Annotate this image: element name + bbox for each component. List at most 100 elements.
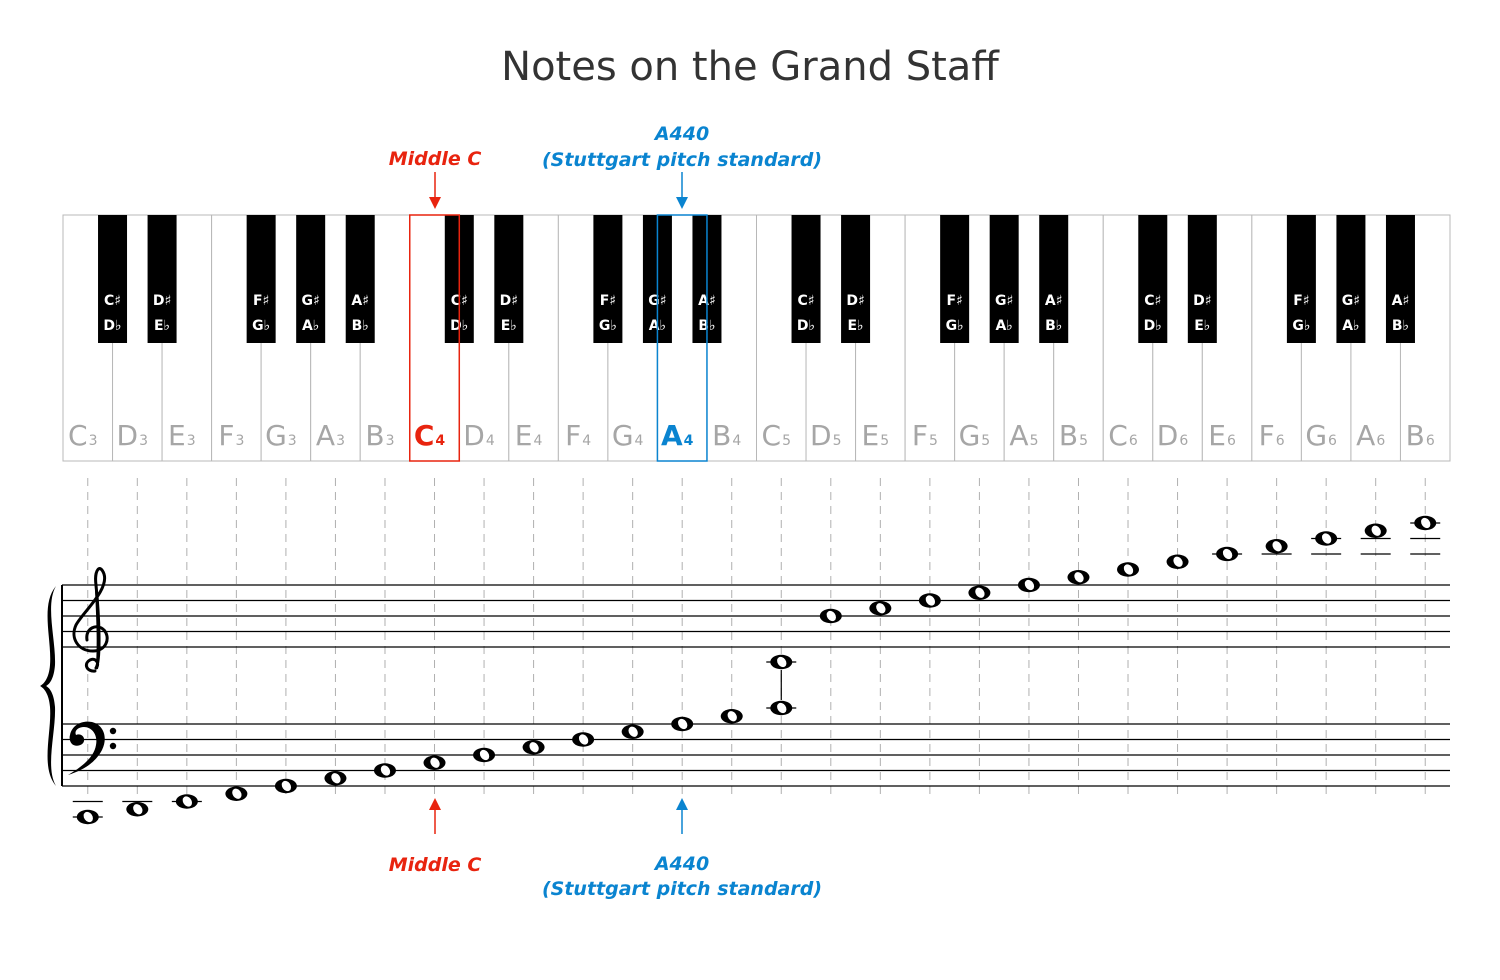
black-key-dsharp3[interactable]: D♯ E♭ bbox=[147, 215, 177, 343]
arrow-up-icon bbox=[429, 798, 441, 810]
black-key-dsharp4[interactable]: D♯ E♭ bbox=[494, 215, 524, 343]
black-key-dsharp5[interactable]: D♯ E♭ bbox=[841, 215, 871, 343]
black-key-flat-label: G♭ bbox=[252, 318, 270, 334]
black-key-flat-label: B♭ bbox=[1045, 318, 1062, 334]
black-key-flat-label: B♭ bbox=[1392, 318, 1409, 334]
white-key-label: C4 bbox=[414, 419, 446, 452]
white-key-label: F3 bbox=[218, 419, 244, 452]
black-key-flat-label: D♭ bbox=[797, 318, 815, 334]
black-key-sharp-label: F♯ bbox=[946, 293, 962, 309]
middle-c-label: Middle C bbox=[389, 148, 482, 170]
piano-keyboard: C3 D3 E3 F3 G3 A3 B3 C4 D4 E4 F4 G4 A4 B4 C5 D5 E5 F5 G5 A5… bbox=[62, 214, 1451, 462]
black-key-flat-label: G♭ bbox=[946, 318, 964, 334]
black-key-flat-label: E♭ bbox=[501, 318, 517, 334]
note-d3 bbox=[126, 802, 149, 817]
note-e4 bbox=[522, 740, 545, 755]
black-key-flat-label: A♭ bbox=[302, 318, 319, 334]
black-key-sharp-label: D♯ bbox=[1193, 293, 1211, 309]
black-key-sharp-label: F♯ bbox=[1293, 293, 1309, 309]
black-key-sharp-label: C♯ bbox=[104, 293, 121, 309]
black-key-asharp5[interactable]: A♯ B♭ bbox=[1039, 215, 1069, 343]
note-e6 bbox=[1216, 546, 1239, 562]
black-key-sharp-label: G♯ bbox=[302, 293, 320, 309]
note-f4 bbox=[572, 732, 595, 747]
black-key-fsharp6[interactable]: F♯ G♭ bbox=[1286, 215, 1316, 343]
black-key-sharp-label: D♯ bbox=[153, 293, 171, 309]
black-key-fsharp5[interactable]: F♯ G♭ bbox=[940, 215, 970, 343]
note-a3 bbox=[324, 771, 347, 786]
black-key-flat-label: G♭ bbox=[599, 318, 617, 334]
white-key-label: C6 bbox=[1108, 419, 1138, 452]
black-key-dsharp6[interactable]: D♯ E♭ bbox=[1187, 215, 1217, 343]
treble-clef-icon bbox=[72, 567, 109, 673]
black-key-csharp3[interactable]: C♯ D♭ bbox=[98, 215, 128, 343]
note-g4 bbox=[621, 724, 644, 739]
white-key-label: F6 bbox=[1259, 419, 1285, 452]
note-c3 bbox=[76, 809, 99, 825]
black-key-gsharp3[interactable]: G♯ A♭ bbox=[296, 215, 326, 343]
a440-label: A440 bbox=[653, 123, 709, 145]
black-key-csharp6[interactable]: C♯ D♭ bbox=[1138, 215, 1168, 343]
white-key-label: G6 bbox=[1305, 419, 1337, 452]
white-key-label: F5 bbox=[912, 419, 938, 452]
white-key-label: F4 bbox=[565, 419, 591, 452]
a440-key-highlight bbox=[656, 214, 708, 462]
note-c6 bbox=[1117, 562, 1140, 577]
middle-c-label: Middle C bbox=[389, 854, 482, 876]
black-key-sharp-label: A♯ bbox=[351, 293, 369, 309]
white-key-label: G5 bbox=[959, 419, 991, 452]
white-key-label: G4 bbox=[612, 419, 644, 452]
key-guide-lines bbox=[87, 478, 1426, 795]
black-key-sharp-label: D♯ bbox=[846, 293, 864, 309]
white-key-label: D6 bbox=[1157, 419, 1189, 452]
black-key-sharp-label: C♯ bbox=[798, 293, 815, 309]
note-f6 bbox=[1265, 539, 1288, 554]
note-a6 bbox=[1364, 523, 1387, 538]
middle-c-annotation-bottom: Middle C bbox=[389, 798, 482, 876]
note-g3 bbox=[274, 778, 297, 794]
a440-annotation-top: A440 (Stuttgart pitch standard) bbox=[542, 123, 822, 209]
black-key-asharp6[interactable]: A♯ B♭ bbox=[1385, 215, 1415, 343]
black-key-flat-label: G♭ bbox=[1292, 318, 1310, 334]
arrow-down-icon bbox=[429, 197, 441, 209]
note-e3 bbox=[175, 794, 198, 809]
arrow-down-icon bbox=[676, 197, 688, 209]
black-key-flat-label: E♭ bbox=[154, 318, 170, 334]
black-key-sharp-label: G♯ bbox=[1342, 293, 1360, 309]
note-b5 bbox=[1067, 570, 1090, 585]
black-key-fsharp3[interactable]: F♯ G♭ bbox=[246, 215, 276, 343]
black-key-gsharp6[interactable]: G♯ A♭ bbox=[1336, 215, 1366, 343]
white-key-label: D4 bbox=[463, 419, 495, 452]
note-f5 bbox=[918, 593, 941, 608]
note-c4 bbox=[770, 700, 793, 716]
black-key-fsharp4[interactable]: F♯ G♭ bbox=[593, 215, 623, 343]
black-key-asharp3[interactable]: A♯ B♭ bbox=[345, 215, 375, 343]
middle-c-annotation-top: Middle C bbox=[389, 148, 482, 209]
white-key-label: E6 bbox=[1208, 419, 1236, 452]
black-key-flat-label: D♭ bbox=[103, 318, 121, 334]
bass-clef-icon bbox=[68, 721, 117, 775]
white-key-label: A3 bbox=[316, 419, 345, 452]
note-d4 bbox=[473, 747, 496, 763]
white-key-label: D5 bbox=[810, 419, 841, 452]
note-c4 bbox=[423, 755, 446, 770]
black-key-flat-label: E♭ bbox=[847, 318, 863, 334]
black-key-flat-label: A♭ bbox=[995, 318, 1012, 334]
arrow-up-icon bbox=[676, 798, 688, 810]
black-key-sharp-label: F♯ bbox=[253, 293, 269, 309]
note-d6 bbox=[1166, 554, 1189, 569]
white-key-label: C5 bbox=[762, 419, 791, 452]
note-c4 bbox=[770, 654, 793, 670]
white-key-label: B6 bbox=[1406, 419, 1435, 452]
white-key-label: C3 bbox=[68, 419, 97, 452]
white-key-label: A6 bbox=[1356, 419, 1385, 452]
black-key-flat-label: A♭ bbox=[1342, 318, 1359, 334]
black-key-gsharp5[interactable]: G♯ A♭ bbox=[989, 215, 1019, 343]
black-key-sharp-label: C♯ bbox=[1144, 293, 1161, 309]
note-b3 bbox=[373, 763, 396, 778]
black-key-csharp5[interactable]: C♯ D♭ bbox=[791, 215, 821, 343]
note-f3 bbox=[225, 786, 248, 801]
white-key-label: D3 bbox=[117, 419, 148, 452]
black-key-sharp-label: A♯ bbox=[1045, 293, 1063, 309]
